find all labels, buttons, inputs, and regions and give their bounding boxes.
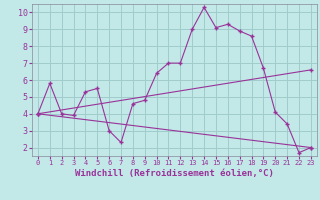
X-axis label: Windchill (Refroidissement éolien,°C): Windchill (Refroidissement éolien,°C) xyxy=(75,169,274,178)
